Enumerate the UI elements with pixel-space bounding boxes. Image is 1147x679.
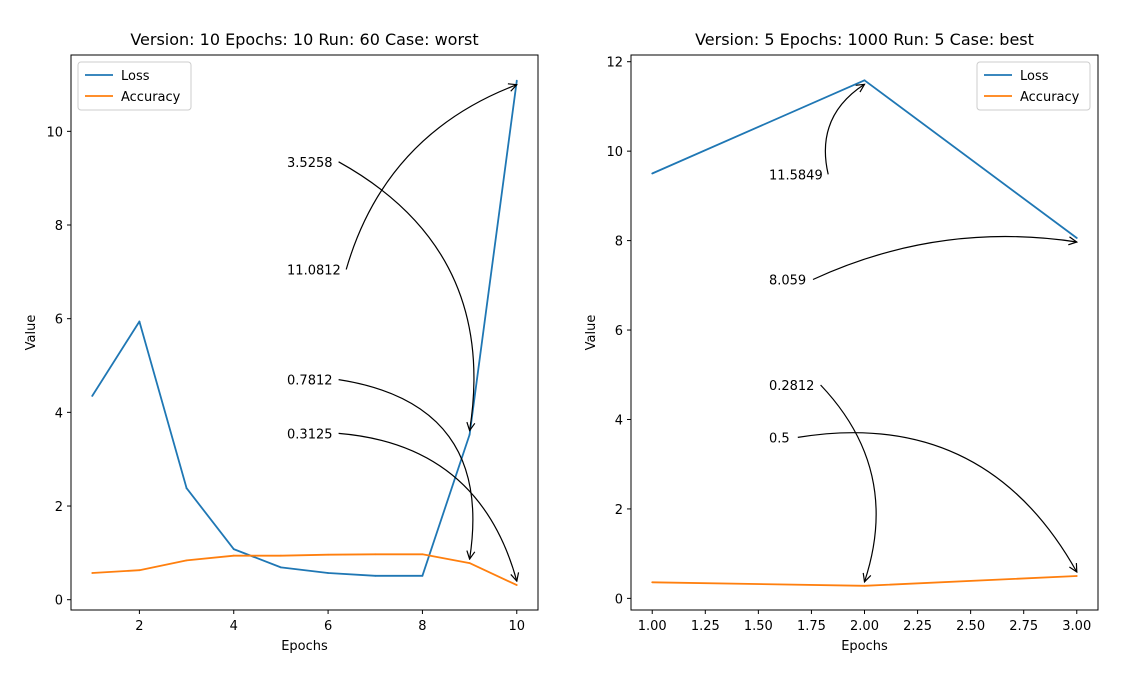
data-point-accuracy <box>232 554 235 557</box>
series-line-loss <box>91 80 518 577</box>
data-point-loss <box>91 395 94 397</box>
data-point-accuracy <box>1075 575 1078 577</box>
legend-label-accuracy: Accuracy <box>121 90 181 105</box>
annotation-arrow <box>812 235 1077 281</box>
y-tick-label: 4 <box>55 406 63 421</box>
x-tick-label: 1.25 <box>691 619 720 634</box>
y-tick-label: 8 <box>55 219 63 234</box>
data-point-loss <box>421 574 424 577</box>
y-tick-label: 0 <box>615 592 623 607</box>
data-point-accuracy <box>91 572 94 574</box>
annotation-arrow <box>797 432 1077 572</box>
x-tick-label: 6 <box>324 619 332 634</box>
y-tick-label: 12 <box>606 56 623 71</box>
x-axis-label: Epochs <box>841 639 888 654</box>
data-point-accuracy <box>515 584 518 586</box>
x-tick-label: 2.00 <box>850 619 879 634</box>
data-point-accuracy <box>185 559 188 562</box>
x-tick-label: 2.50 <box>956 619 985 634</box>
chart-title: Version: 5 Epochs: 1000 Run: 5 Case: bes… <box>695 30 1034 49</box>
annotation-label: 0.5 <box>769 431 790 446</box>
y-tick-label: 8 <box>615 235 623 250</box>
x-tick-label: 2.25 <box>903 619 932 634</box>
x-tick-label: 8 <box>418 619 426 634</box>
data-point-accuracy <box>421 553 424 556</box>
legend-box <box>976 61 1091 111</box>
annotation-arrow <box>824 84 864 175</box>
data-point-loss <box>280 566 282 569</box>
data-point-loss <box>863 79 866 82</box>
series-line-accuracy <box>92 553 518 586</box>
y-tick-label: 10 <box>606 145 623 160</box>
y-tick-label: 6 <box>615 324 623 339</box>
y-tick-label: 2 <box>55 500 63 515</box>
legend-box <box>77 61 192 111</box>
annotation-arrow <box>338 432 517 581</box>
data-point-accuracy <box>280 554 282 557</box>
y-axis-label: Value <box>584 315 599 351</box>
x-tick-label: 1.50 <box>744 619 773 634</box>
x-tick-label: 1.75 <box>797 619 826 634</box>
y-axis-label: Value <box>24 315 39 351</box>
plot-frame <box>70 54 539 611</box>
data-point-loss <box>515 79 518 82</box>
x-axis-label: Epochs <box>281 639 328 654</box>
annotation-label: 0.3125 <box>287 427 333 442</box>
annotation-label: 11.5849 <box>769 168 823 183</box>
data-point-loss <box>1075 237 1078 239</box>
legend-label-accuracy: Accuracy <box>1020 90 1080 105</box>
x-tick-label: 4 <box>230 619 238 634</box>
annotation-label: 8.059 <box>769 274 806 289</box>
chart-1: Version: 10 Epochs: 10 Run: 60 Case: wor… <box>24 30 539 654</box>
y-tick-label: 10 <box>46 125 63 140</box>
data-point-accuracy <box>651 581 654 584</box>
annotation-arrow <box>345 85 517 270</box>
data-point-accuracy <box>374 553 377 556</box>
data-point-loss <box>651 172 654 175</box>
legend-label-loss: Loss <box>121 69 150 84</box>
x-tick-label: 2 <box>135 619 143 634</box>
x-tick-label: 3.00 <box>1062 619 1091 634</box>
data-point-accuracy <box>327 553 329 556</box>
data-point-accuracy <box>468 562 471 565</box>
annotation-label: 3.5258 <box>287 156 333 171</box>
x-tick-label: 2.75 <box>1009 619 1038 634</box>
y-tick-label: 6 <box>55 313 63 328</box>
legend-label-loss: Loss <box>1020 69 1049 84</box>
data-point-loss <box>138 320 141 323</box>
annotation-label: 0.7812 <box>287 374 333 389</box>
plot-frame <box>630 54 1099 611</box>
data-point-accuracy <box>863 584 866 587</box>
annotation-arrow <box>820 384 877 582</box>
annotation-arrow <box>338 161 474 431</box>
data-point-accuracy <box>138 569 141 572</box>
y-tick-label: 0 <box>55 594 63 609</box>
data-point-loss <box>232 548 235 551</box>
y-tick-label: 4 <box>615 413 623 428</box>
data-point-loss <box>468 433 471 436</box>
x-tick-label: 10 <box>508 619 525 634</box>
y-tick-label: 2 <box>615 503 623 518</box>
annotation-label: 11.0812 <box>287 264 341 279</box>
data-point-loss <box>327 572 329 574</box>
x-tick-label: 1.00 <box>638 619 667 634</box>
annotation-arrow <box>338 379 473 559</box>
data-point-loss <box>185 487 188 490</box>
chart-2: Version: 5 Epochs: 1000 Run: 5 Case: bes… <box>584 30 1099 654</box>
chart-title: Version: 10 Epochs: 10 Run: 60 Case: wor… <box>130 30 478 49</box>
annotation-label: 0.2812 <box>769 379 815 394</box>
data-point-loss <box>374 574 377 577</box>
